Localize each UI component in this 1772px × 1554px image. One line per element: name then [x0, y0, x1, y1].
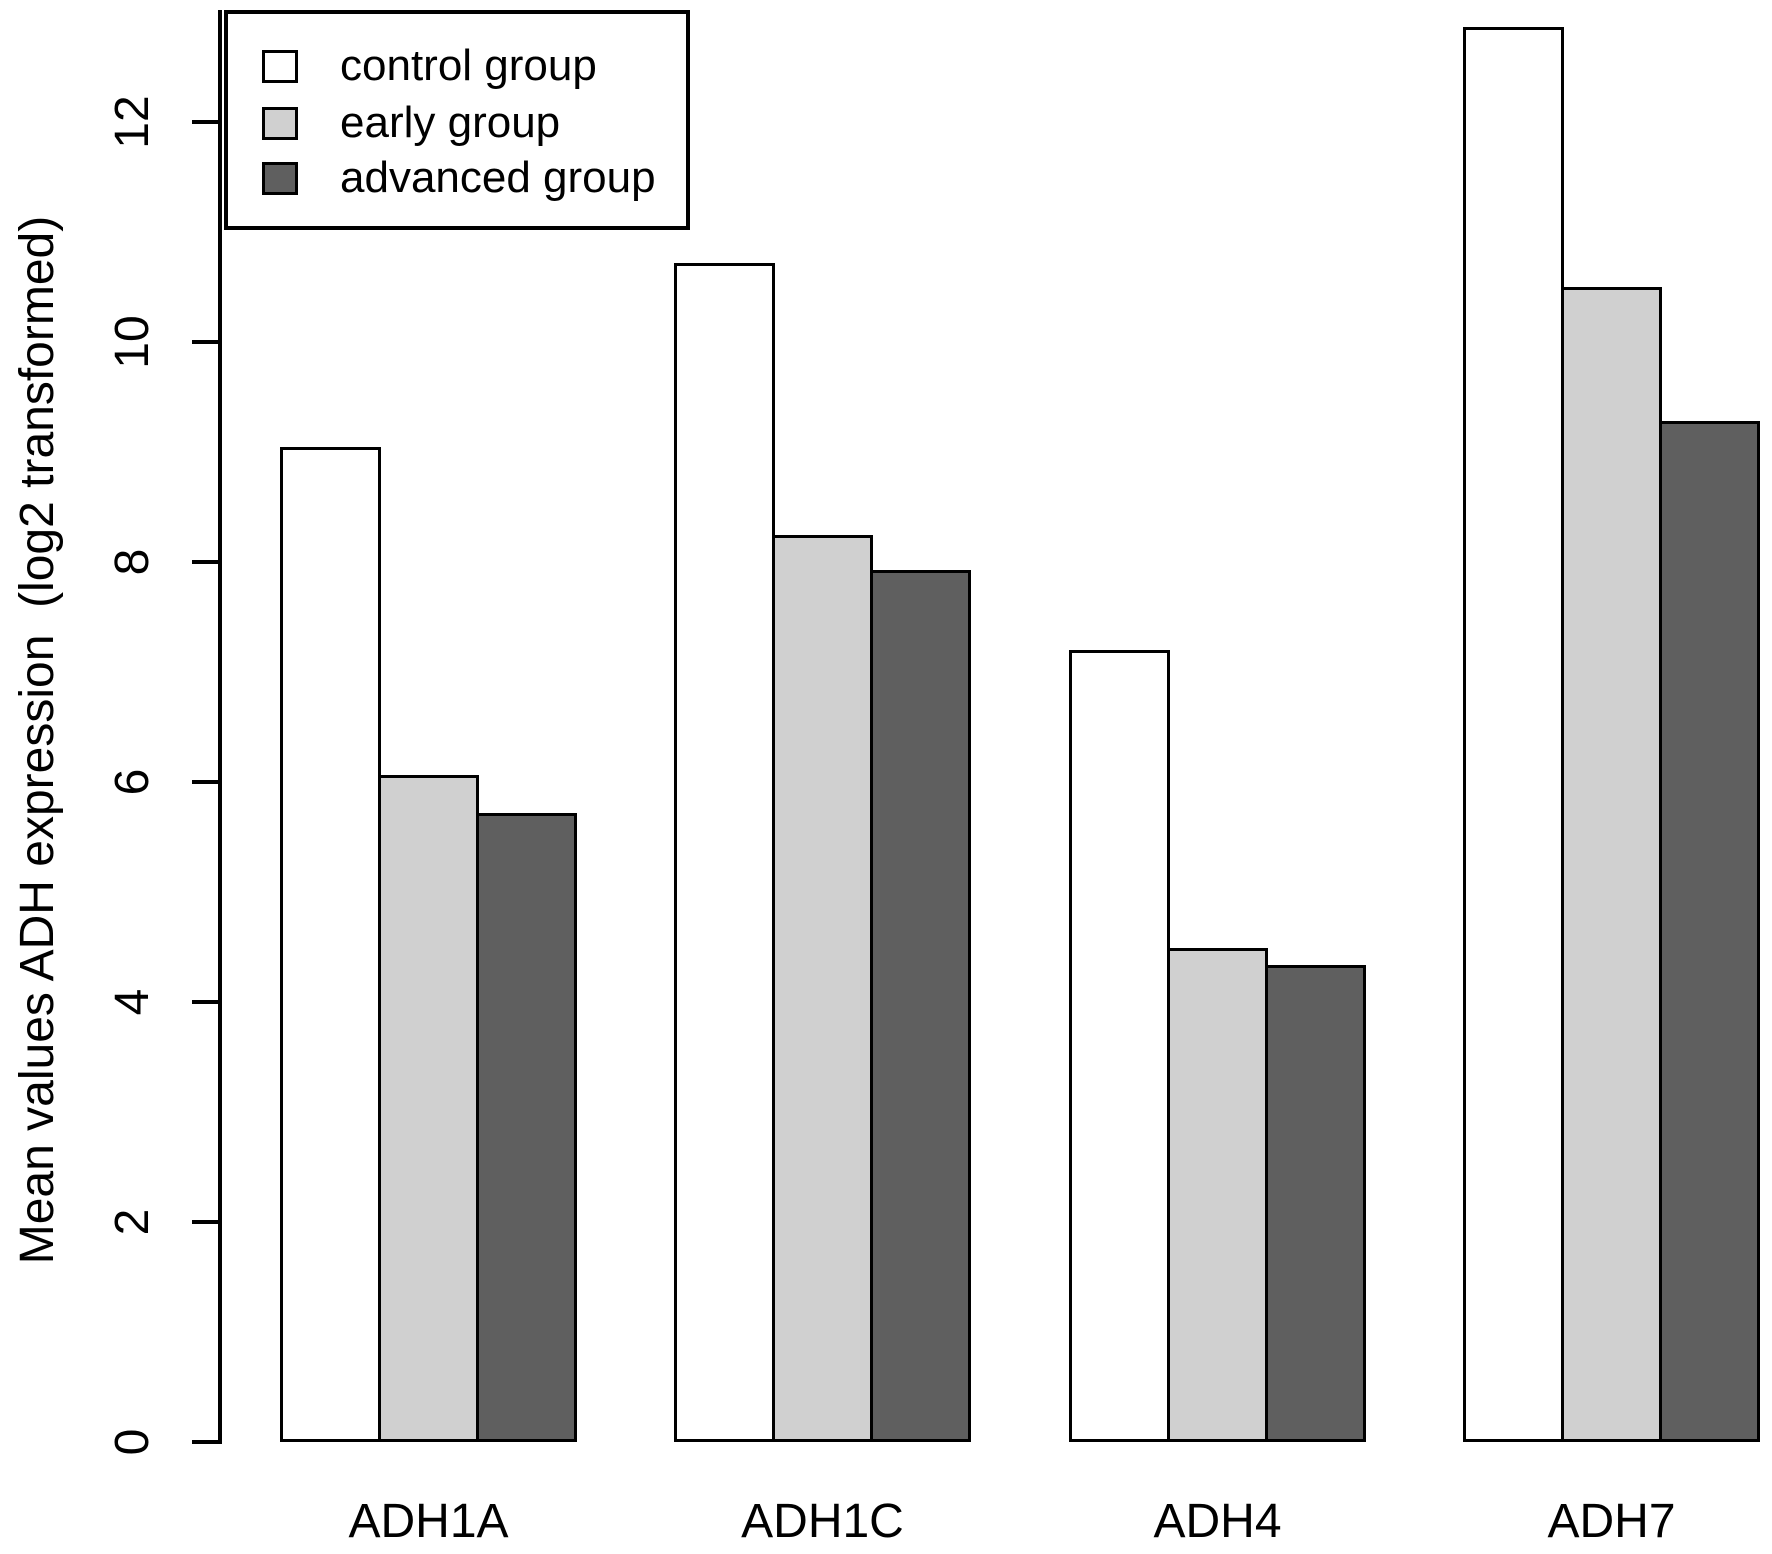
- bar-adh1c-advanced-group: [870, 569, 971, 1442]
- legend-label-advanced-group: advanced group: [340, 153, 656, 202]
- y-tick: [192, 120, 220, 124]
- y-tick: [192, 1000, 220, 1004]
- bar-adh4-early-group: [1167, 948, 1268, 1442]
- y-tick-label: 8: [106, 548, 159, 576]
- legend: control group early group advanced group: [224, 10, 690, 230]
- legend-label-early-group: early group: [340, 98, 561, 147]
- y-tick-label: 6: [106, 768, 159, 796]
- bar-adh1c-early-group: [772, 534, 873, 1442]
- y-tick-label: 0: [106, 1428, 159, 1456]
- x-category-label-adh1c: ADH1C: [741, 1495, 904, 1548]
- x-category-label-adh4: ADH4: [1153, 1495, 1282, 1548]
- y-tick-label: 12: [106, 95, 159, 149]
- y-tick: [192, 1440, 220, 1444]
- bar-adh7-advanced-group: [1659, 421, 1760, 1442]
- y-tick: [192, 560, 220, 564]
- bar-adh7-control-group: [1463, 27, 1564, 1442]
- bar-adh1a-advanced-group: [476, 812, 577, 1442]
- bar-adh4-advanced-group: [1265, 964, 1366, 1442]
- legend-item-early: early group: [262, 98, 560, 147]
- y-tick: [192, 340, 220, 344]
- bar-adh4-control-group: [1069, 650, 1170, 1442]
- y-axis-title: Mean values ADH expression (log2 transfo…: [11, 215, 64, 1265]
- bar-adh1a-early-group: [378, 775, 479, 1442]
- legend-swatch-control-group: [262, 49, 298, 83]
- legend-item-control: control group: [262, 41, 597, 90]
- y-tick-label: 10: [106, 315, 159, 369]
- bar-adh7-early-group: [1561, 287, 1662, 1442]
- legend-item-advanced: advanced group: [262, 153, 656, 202]
- y-tick-label: 4: [106, 988, 159, 1016]
- x-category-label-adh7: ADH7: [1547, 1495, 1676, 1548]
- bar-adh1c-control-group: [674, 262, 775, 1442]
- y-axis-line: [218, 10, 222, 1444]
- y-tick: [192, 780, 220, 784]
- legend-swatch-early-group: [262, 106, 298, 140]
- x-category-label-adh1a: ADH1A: [348, 1495, 509, 1548]
- legend-label-control-group: control group: [340, 41, 597, 90]
- y-tick: [192, 1220, 220, 1224]
- y-tick-label: 2: [106, 1208, 159, 1236]
- bar-adh1a-control-group: [280, 446, 381, 1442]
- legend-swatch-advanced-group: [262, 161, 298, 195]
